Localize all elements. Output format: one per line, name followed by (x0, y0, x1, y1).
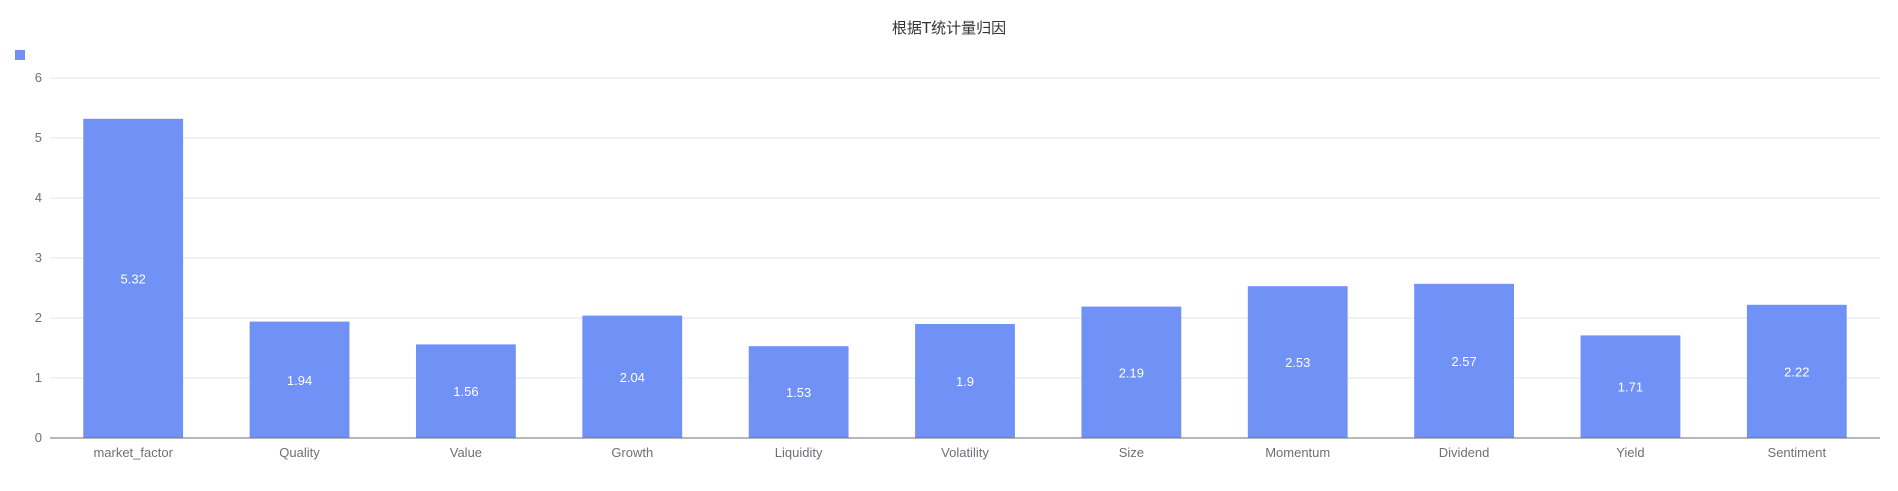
x-tick-label-Value: Value (450, 445, 482, 460)
x-tick-label-Dividend: Dividend (1439, 445, 1490, 460)
x-tick-label-Volatility: Volatility (941, 445, 989, 460)
chart-title: 根据T统计量归因 (892, 19, 1006, 37)
x-tick-label-Size: Size (1119, 445, 1144, 460)
y-tick-label: 2 (35, 310, 42, 325)
bar-Sentiment[interactable] (1746, 304, 1847, 438)
bar-Volatility[interactable] (915, 324, 1015, 438)
data-label-Volatility: 1.9 (956, 374, 974, 389)
bar-Yield[interactable] (1580, 335, 1681, 438)
x-tick-label-Growth: Growth (611, 445, 653, 460)
x-axis-ticks: market_factor Quality Value Growth Liquidity… (93, 445, 1826, 460)
y-tick-label: 1 (35, 370, 42, 385)
x-tick-label-Momentum: Momentum (1265, 445, 1330, 460)
data-label-Sentiment: 2.22 (1784, 364, 1809, 379)
bars (83, 118, 1847, 439)
bar-Liquidity[interactable] (748, 346, 849, 438)
data-label-Liquidity: 1.53 (786, 385, 811, 400)
x-tick-label-Sentiment: Sentiment (1768, 445, 1827, 460)
bar-Dividend[interactable] (1414, 283, 1514, 438)
y-tick-label: 4 (35, 190, 42, 205)
x-tick-label-market_factor: market_factor (93, 445, 173, 460)
bar-market_factor[interactable] (83, 118, 184, 439)
bar-Value[interactable] (416, 344, 516, 438)
gridlines (50, 77, 1880, 379)
data-label-Dividend: 2.57 (1451, 354, 1476, 369)
y-tick-label: 6 (35, 70, 42, 85)
data-label-Growth: 2.04 (620, 370, 645, 385)
y-tick-label: 0 (35, 430, 42, 445)
bar-Quality[interactable] (249, 321, 350, 438)
x-tick-label-Quality: Quality (279, 445, 320, 460)
data-label-Quality: 1.94 (287, 373, 312, 388)
data-label-market_factor: 5.32 (121, 271, 146, 286)
data-labels: 5.32 1.94 1.56 2.04 1.53 1.9 2.19 2.53 2.57 1.71 2… (121, 271, 1810, 400)
y-tick-label: 5 (35, 130, 42, 145)
x-tick-label-Liquidity: Liquidity (775, 445, 823, 460)
y-tick-label: 3 (35, 250, 42, 265)
bar-Momentum[interactable] (1247, 286, 1348, 438)
y-axis-ticks: 0 1 2 3 4 5 6 (35, 70, 42, 445)
legend-swatch[interactable] (15, 50, 25, 60)
data-label-Momentum: 2.53 (1285, 355, 1310, 370)
x-tick-label-Yield: Yield (1616, 445, 1644, 460)
data-label-Yield: 1.71 (1618, 380, 1643, 395)
bar-Growth[interactable] (582, 315, 683, 438)
bar-Size[interactable] (1081, 306, 1182, 438)
data-label-Value: 1.56 (453, 384, 478, 399)
data-label-Size: 2.19 (1119, 365, 1144, 380)
